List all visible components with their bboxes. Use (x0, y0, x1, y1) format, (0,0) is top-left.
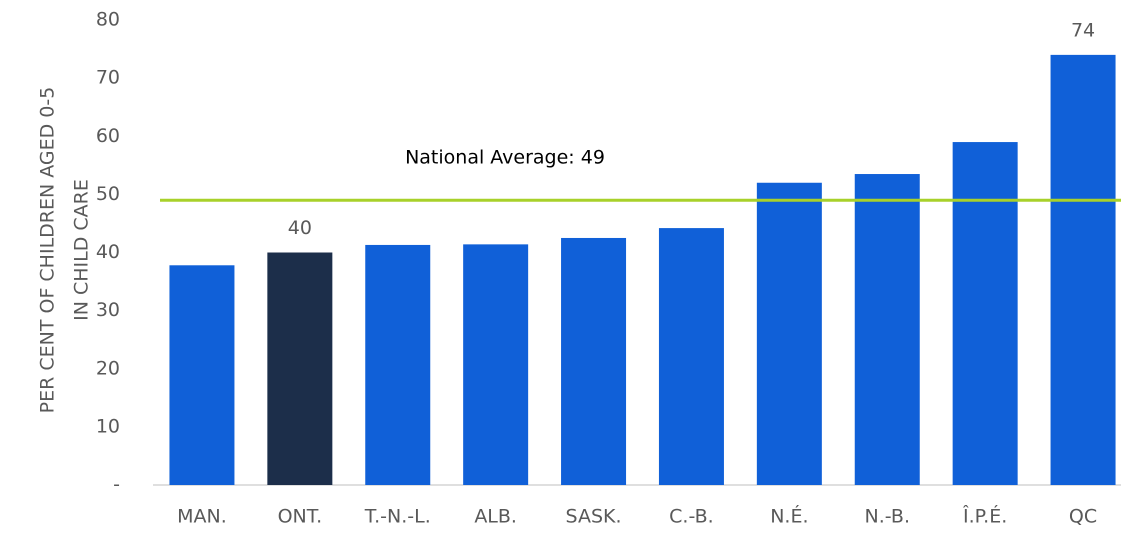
x-tick-label: Î.P.É. (962, 505, 1007, 528)
y-tick-label: 70 (96, 67, 120, 89)
bar (854, 174, 920, 485)
y-tick-label: 20 (96, 357, 120, 379)
x-tick-label: ALB. (474, 506, 517, 528)
y-axis-label: IN CHILD CARE (71, 179, 93, 321)
bar (658, 228, 724, 485)
bar (463, 244, 529, 485)
bar (267, 252, 333, 485)
bar (756, 182, 822, 485)
y-tick-label: 30 (96, 299, 120, 321)
bar (365, 244, 431, 485)
x-tick-label: C.-B. (669, 506, 714, 528)
bar (169, 265, 235, 485)
data-label: 40 (288, 217, 312, 239)
y-tick-label: - (113, 474, 120, 496)
bar (1050, 54, 1116, 485)
y-tick-label: 10 (96, 415, 120, 437)
x-tick-label: MAN. (177, 506, 227, 528)
x-tick-label: QC (1069, 506, 1097, 528)
y-tick-label: 60 (96, 125, 120, 147)
x-tick-label: N.É. (770, 505, 808, 528)
y-tick-label: 40 (96, 241, 120, 263)
x-tick-label: N.-B. (864, 506, 910, 528)
y-tick-label: 50 (96, 183, 120, 205)
x-tick-label: ONT. (278, 506, 323, 528)
reference-label: National Average: 49 (405, 147, 605, 169)
x-tick-label: SASK. (566, 506, 622, 528)
x-tick-label: T.-N.-L. (364, 506, 431, 528)
bar (561, 237, 627, 485)
y-axis-label: PER CENT OF CHILDREN AGED 0-5 (37, 87, 59, 414)
y-tick-label: 80 (96, 9, 120, 31)
bar (952, 142, 1018, 485)
data-label: 74 (1071, 19, 1095, 41)
